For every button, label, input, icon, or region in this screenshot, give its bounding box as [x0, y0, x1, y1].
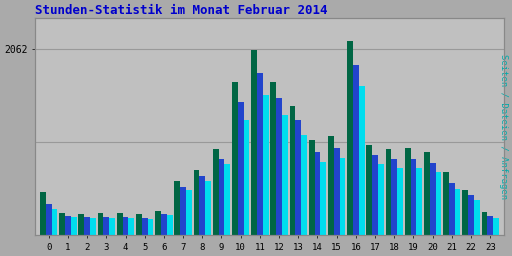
Bar: [386, 149, 391, 235]
Bar: [244, 120, 249, 235]
Bar: [213, 149, 219, 235]
Bar: [219, 159, 224, 235]
Bar: [238, 102, 244, 235]
Bar: [424, 152, 430, 235]
Bar: [295, 120, 301, 235]
Bar: [367, 145, 372, 235]
Bar: [353, 65, 359, 235]
Bar: [194, 170, 199, 235]
Bar: [487, 216, 493, 235]
Bar: [98, 213, 103, 235]
Bar: [468, 195, 474, 235]
Bar: [90, 218, 96, 235]
Bar: [276, 98, 282, 235]
Bar: [123, 217, 129, 235]
Bar: [430, 163, 436, 235]
Bar: [443, 172, 449, 235]
Bar: [282, 115, 288, 235]
Bar: [71, 217, 77, 235]
Bar: [186, 190, 192, 235]
Y-axis label: Seiten / Dateien / Anfragen: Seiten / Dateien / Anfragen: [499, 54, 508, 199]
Bar: [180, 187, 186, 235]
Bar: [109, 218, 115, 235]
Bar: [301, 135, 307, 235]
Bar: [103, 217, 109, 235]
Bar: [397, 168, 403, 235]
Bar: [78, 214, 84, 235]
Bar: [290, 106, 295, 235]
Bar: [155, 211, 161, 235]
Bar: [309, 140, 314, 235]
Bar: [436, 172, 441, 235]
Bar: [411, 159, 416, 235]
Bar: [136, 215, 142, 235]
Bar: [142, 218, 147, 235]
Bar: [52, 209, 57, 235]
Bar: [257, 73, 263, 235]
Bar: [65, 216, 71, 235]
Bar: [405, 148, 411, 235]
Bar: [224, 164, 230, 235]
Bar: [339, 158, 345, 235]
Bar: [493, 218, 499, 235]
Bar: [321, 162, 326, 235]
Bar: [205, 181, 211, 235]
Bar: [314, 152, 321, 235]
Bar: [462, 190, 468, 235]
Bar: [40, 192, 46, 235]
Bar: [482, 212, 487, 235]
Bar: [117, 213, 123, 235]
Bar: [416, 168, 422, 235]
Text: Stunden-Statistik im Monat Februar 2014: Stunden-Statistik im Monat Februar 2014: [35, 4, 328, 17]
Bar: [161, 214, 167, 235]
Bar: [129, 218, 134, 235]
Bar: [455, 189, 460, 235]
Bar: [378, 164, 383, 235]
Bar: [328, 136, 334, 235]
Bar: [263, 95, 268, 235]
Bar: [270, 82, 276, 235]
Bar: [167, 215, 173, 235]
Bar: [391, 159, 397, 235]
Bar: [147, 219, 154, 235]
Bar: [359, 86, 365, 235]
Bar: [46, 205, 52, 235]
Bar: [84, 217, 90, 235]
Bar: [347, 41, 353, 235]
Bar: [474, 199, 480, 235]
Bar: [334, 147, 339, 235]
Bar: [175, 181, 180, 235]
Bar: [449, 183, 455, 235]
Bar: [232, 82, 238, 235]
Bar: [199, 176, 205, 235]
Bar: [372, 155, 378, 235]
Bar: [251, 50, 257, 235]
Bar: [59, 212, 65, 235]
